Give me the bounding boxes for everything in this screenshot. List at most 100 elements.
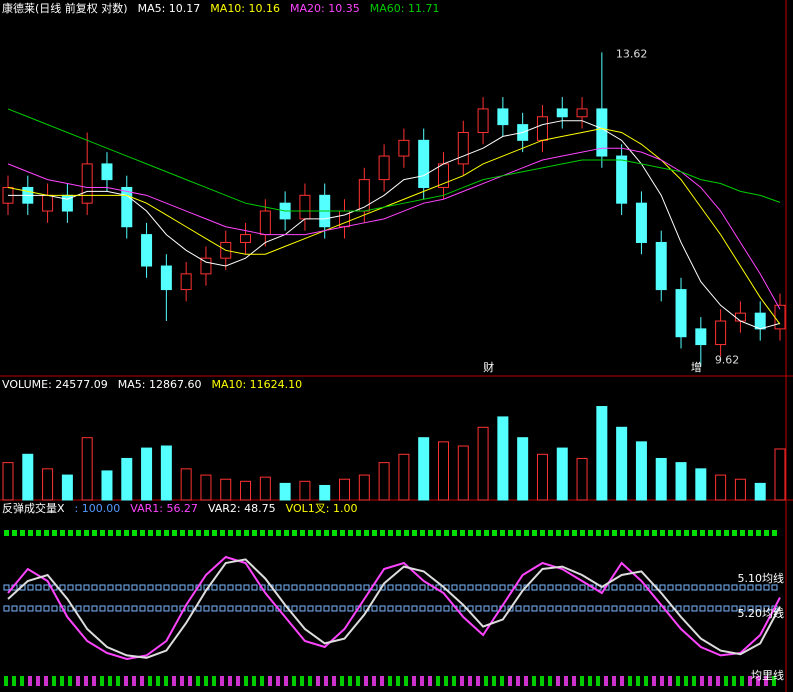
signal-dot [227, 605, 234, 612]
signal-tick [764, 530, 769, 536]
candle-body [675, 289, 687, 338]
signal-tick [212, 676, 216, 686]
signal-dot [99, 584, 106, 591]
signal-tick [588, 676, 592, 686]
signal-tick [524, 676, 528, 686]
legend-entry: MA60: 11.71 [370, 2, 440, 15]
candle-body [497, 108, 509, 126]
signal-tick [68, 530, 73, 536]
signal-tick [4, 676, 8, 686]
signal-dot [403, 605, 410, 612]
chart-title: 康德莱(日线 前复权 对数) [2, 1, 128, 15]
signal-tick [476, 530, 481, 536]
signal-tick [140, 530, 145, 536]
signal-tick [148, 676, 152, 686]
signal-dot [403, 584, 410, 591]
legend-entry: VAR2: 48.75 [208, 502, 276, 515]
volume-bar [81, 437, 93, 501]
candle-body [715, 320, 727, 346]
signal-tick [308, 676, 312, 686]
candle-body [121, 186, 133, 228]
signal-tick [236, 676, 240, 686]
signal-tick [340, 530, 345, 536]
signal-tick [476, 676, 480, 686]
signal-dot [211, 584, 218, 591]
volume-bar [556, 447, 568, 501]
signal-tick [100, 676, 104, 686]
signal-tick [124, 676, 128, 686]
signal-tick [508, 676, 512, 686]
signal-tick [268, 676, 272, 686]
signal-tick [468, 530, 473, 536]
signal-tick [372, 530, 377, 536]
signal-tick [500, 676, 504, 686]
signal-dot [211, 605, 218, 612]
signal-tick [252, 676, 256, 686]
signal-dot [219, 584, 226, 591]
signal-dot [707, 605, 714, 612]
signal-tick [356, 676, 360, 686]
signal-tick [20, 530, 25, 536]
candle-body [754, 312, 766, 330]
signal-dot [755, 584, 762, 591]
signal-tick [244, 676, 248, 686]
volume-bar [695, 468, 707, 501]
volume-bar [774, 448, 786, 501]
volume-bar [418, 437, 430, 501]
candle-body [695, 328, 707, 346]
signal-tick [628, 676, 632, 686]
signal-dot [675, 605, 682, 612]
signal-tick [484, 676, 488, 686]
volume-bar [536, 453, 548, 501]
signal-tick [644, 530, 649, 536]
signal-tick [756, 676, 760, 686]
signal-dot [267, 605, 274, 612]
signal-tick [284, 676, 288, 686]
signal-tick [500, 530, 505, 536]
signal-tick [412, 530, 417, 536]
signal-dot [675, 584, 682, 591]
signal-dot [283, 584, 290, 591]
signal-dot [563, 584, 570, 591]
signal-tick [100, 530, 105, 536]
volume-bar [497, 416, 509, 501]
signal-dot [355, 584, 362, 591]
signal-tick [644, 676, 648, 686]
signal-tick [148, 530, 153, 536]
volume-bar [22, 453, 34, 501]
signal-dot [323, 605, 330, 612]
signal-tick [44, 676, 48, 686]
signal-tick [508, 530, 513, 536]
signal-tick [700, 676, 704, 686]
volume-bar [675, 462, 687, 501]
side-label: 均里线 [751, 668, 784, 682]
signal-dot [155, 605, 162, 612]
signal-tick [36, 676, 40, 686]
signal-tick [244, 530, 249, 536]
signal-tick [484, 530, 489, 536]
signal-tick [548, 530, 553, 536]
signal-tick [620, 676, 624, 686]
signal-tick [92, 676, 96, 686]
signal-dot [579, 584, 586, 591]
signal-tick [132, 676, 136, 686]
volume-bar [517, 437, 529, 501]
signal-dot [395, 584, 402, 591]
signal-tick [420, 676, 424, 686]
signal-tick [444, 530, 449, 536]
signal-tick [692, 530, 697, 536]
volume-bar [299, 480, 311, 501]
candle-body [655, 241, 667, 291]
signal-tick [428, 530, 433, 536]
signal-tick [732, 676, 736, 686]
signal-tick [580, 676, 584, 686]
volume-bar [358, 474, 370, 501]
signal-tick [316, 530, 321, 536]
signal-tick [364, 530, 369, 536]
signal-tick [164, 676, 168, 686]
signal-dot [243, 605, 250, 612]
signal-tick [540, 530, 545, 536]
signal-dot [371, 605, 378, 612]
candle-body [141, 234, 153, 267]
signal-tick [708, 530, 713, 536]
